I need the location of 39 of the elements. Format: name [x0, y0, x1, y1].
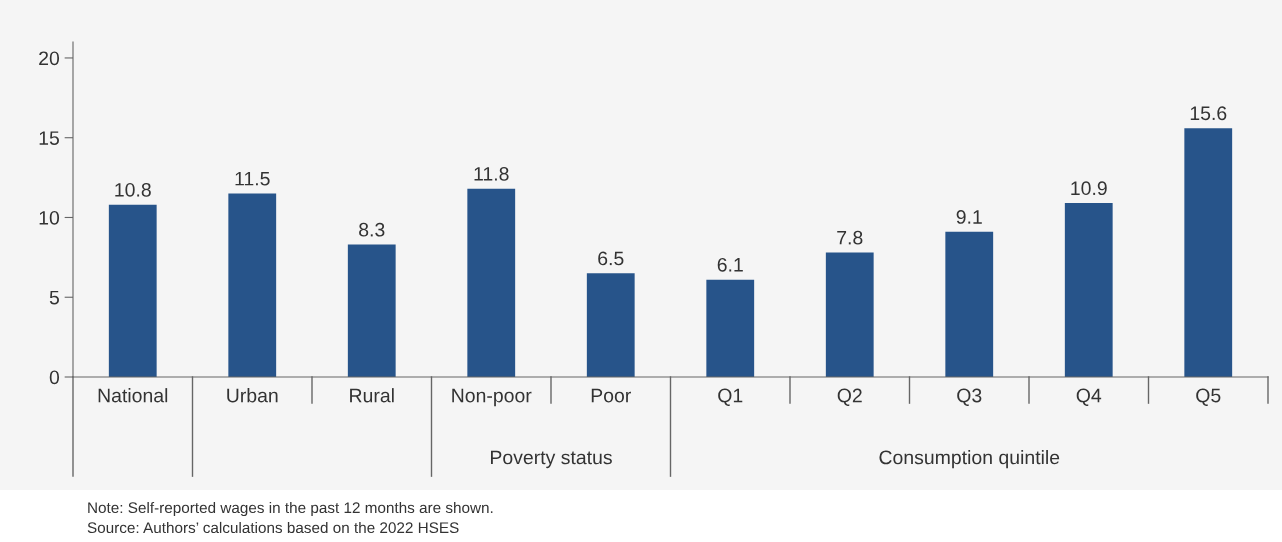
y-tick-label: 15: [39, 131, 59, 145]
x-tick-label: National: [98, 388, 168, 403]
data-label: 15.6: [1190, 106, 1227, 121]
x-tick-label: Q1: [718, 388, 743, 406]
bar: [586, 273, 635, 377]
bar: [347, 244, 396, 377]
data-label: 8.3: [359, 222, 385, 237]
y-tick-label: 0: [49, 370, 60, 385]
text: Consumption quintile: [879, 450, 1060, 469]
x-tick-label: Non-poor: [452, 388, 532, 407]
y-tick-label: 10: [39, 210, 60, 225]
y-tick-label: 20: [39, 51, 60, 66]
bar: [467, 188, 516, 377]
x-tick-label: Q5: [1196, 388, 1221, 406]
data-label: 10.8: [115, 182, 151, 197]
bar: [945, 231, 994, 377]
bar: [108, 204, 157, 377]
bar: [825, 252, 874, 377]
data-label: 6.1: [717, 257, 743, 272]
bar: [1184, 128, 1233, 377]
bar: [706, 279, 755, 377]
x-tick-label: Rural: [350, 388, 394, 403]
y-tick-label: 5: [49, 290, 59, 305]
x-tick-label: Poor: [591, 388, 631, 403]
data-label: 6.5: [598, 251, 624, 266]
x-tick-label: Q4: [1076, 388, 1102, 406]
data-label: 7.8: [837, 230, 863, 245]
bar: [1064, 203, 1113, 377]
x-tick-label: Q2: [837, 388, 862, 406]
data-label: 11.5: [235, 171, 270, 186]
x-tick-label: Urban: [227, 388, 278, 403]
source-note: Source: Authors’ calculations based on the 2022 HSES: [87, 521, 459, 534]
bar: [228, 193, 277, 377]
data-label: 10.9: [1071, 181, 1107, 196]
text: Note: Self-reported wages in the past 12 months are shown.: [88, 501, 493, 517]
x-tick-label: Q3: [957, 388, 982, 406]
text: Poverty status: [491, 450, 612, 469]
data-label: 11.8: [474, 166, 509, 181]
data-label: 9.1: [956, 210, 982, 224]
